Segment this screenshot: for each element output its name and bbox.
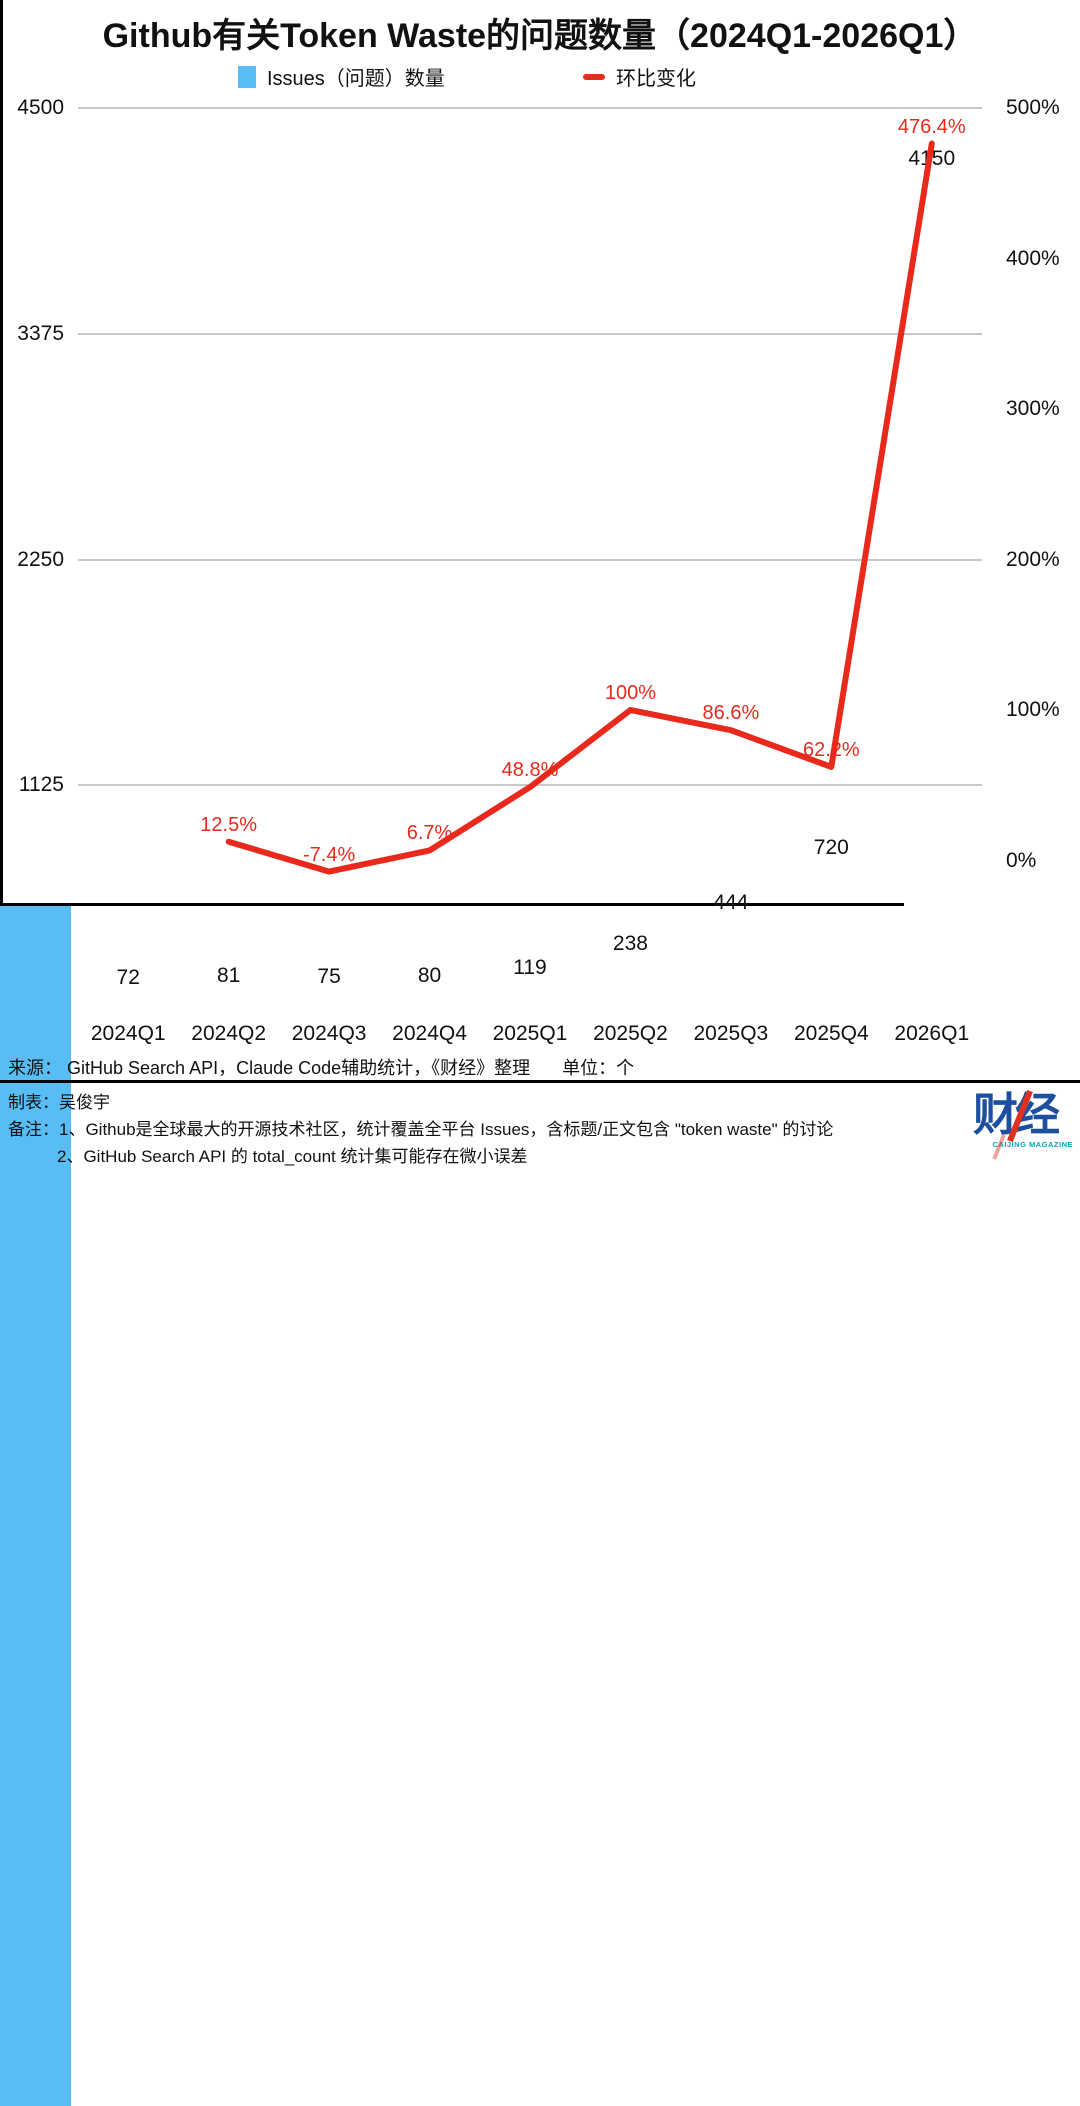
right-axis-spine [0,0,3,903]
change-rate-line [225,140,935,875]
x-axis-label: 2025Q1 [492,1022,568,1045]
y-axis-tick-left: 4500 [17,96,64,119]
y-axis-tick-right: 300% [1006,397,1060,420]
line-value-label: 100% [604,682,657,704]
bar-value-label: 81 [216,963,241,987]
bar [0,967,71,992]
bar-value-label: 238 [612,932,648,956]
line-value-label: 86.6% [702,702,760,725]
y-axis-tick-right: 500% [1006,96,1060,119]
line-series-swatch-icon [583,73,605,80]
unit-text: 单位：个 [562,1058,635,1078]
source-text: 来源： GitHub Search API，Claude Code辅助统计，《财… [8,1058,531,1078]
bar [0,991,71,1040]
bar-value-label: 80 [417,963,442,987]
bar-value-label: 119 [513,956,547,980]
bar [0,920,71,937]
y-axis-tick-left: 1125 [18,773,64,797]
note2-row: 2、GitHub Search API 的 total_count 统计集可能存… [8,1142,527,1167]
legend-issues-label: Issues（问题）数量 [267,68,445,90]
maker-text: 制表：吴俊宇 [8,1093,110,1112]
y-axis-tick-right: 200% [1006,547,1060,571]
x-axis-line [0,903,904,906]
bar [0,906,71,921]
gridline [78,107,982,109]
footer-divider [0,1080,1080,1083]
maker-row: 制表：吴俊宇 [8,1088,110,1113]
line-value-label: 62.2% [802,738,860,761]
bar-value-label: 75 [317,964,341,988]
x-axis-label: 2025Q2 [593,1022,668,1045]
gridline [78,784,982,787]
gridline [78,558,982,561]
legend-item-change: 环比变化 [583,62,696,91]
bar-series-swatch-icon [238,65,256,88]
x-axis-label: 2024Q3 [291,1022,367,1045]
x-axis-label: 2024Q1 [90,1022,166,1045]
note1-row: 备注：1、Github是全球最大的开源技术社区，统计覆盖全平台 Issues，含… [8,1115,833,1140]
bar [0,936,71,952]
note2-text: 2、GitHub Search API 的 total_count 统计集可能存… [57,1147,528,1166]
line-value-label: 48.8% [501,759,559,782]
chart-title: Github有关Token Waste的问题数量（2024Q1-2026Q1） [102,17,978,55]
y-axis-tick-right: 0% [1006,848,1037,872]
source-row: 来源： GitHub Search API，Claude Code辅助统计，《财… [8,1054,634,1080]
gridline [78,332,982,335]
line-value-label: 12.5% [200,813,258,836]
x-axis-label: 2025Q3 [693,1022,769,1045]
caijing-magazine-logo: 财经 CAIJING MAGAZINE [973,1089,1073,1172]
x-axis-label: 2025Q4 [793,1022,869,1045]
line-value-label: 476.4% [897,115,966,138]
x-axis-label: 2024Q2 [191,1022,267,1045]
bar-value-label: 72 [116,965,140,989]
legend-item-issues: Issues（问题）数量 [238,62,445,91]
x-axis-label: 2026Q1 [894,1022,970,1045]
bar [0,951,71,968]
legend-change-label: 环比变化 [616,68,696,90]
y-axis-tick-left: 3375 [17,321,64,345]
line-value-label: 6.7% [406,822,453,845]
bar [0,1272,71,2106]
y-axis-tick-right: 100% [1006,698,1060,721]
line-value-label: -7.4% [302,843,356,866]
bar-value-label: 4150 [908,147,956,171]
note1-text: 备注：1、Github是全球最大的开源技术社区，统计覆盖全平台 Issues，含… [8,1120,834,1139]
x-axis-label: 2024Q4 [392,1022,467,1045]
y-axis-tick-right: 400% [1006,246,1060,270]
y-axis-tick-left: 2250 [17,547,64,571]
bar-value-label: 720 [813,835,849,859]
logo-subtext: CAIJING MAGAZINE [992,1140,1073,1149]
bar-value-label: 444 [713,890,749,914]
bar [0,1039,71,1129]
